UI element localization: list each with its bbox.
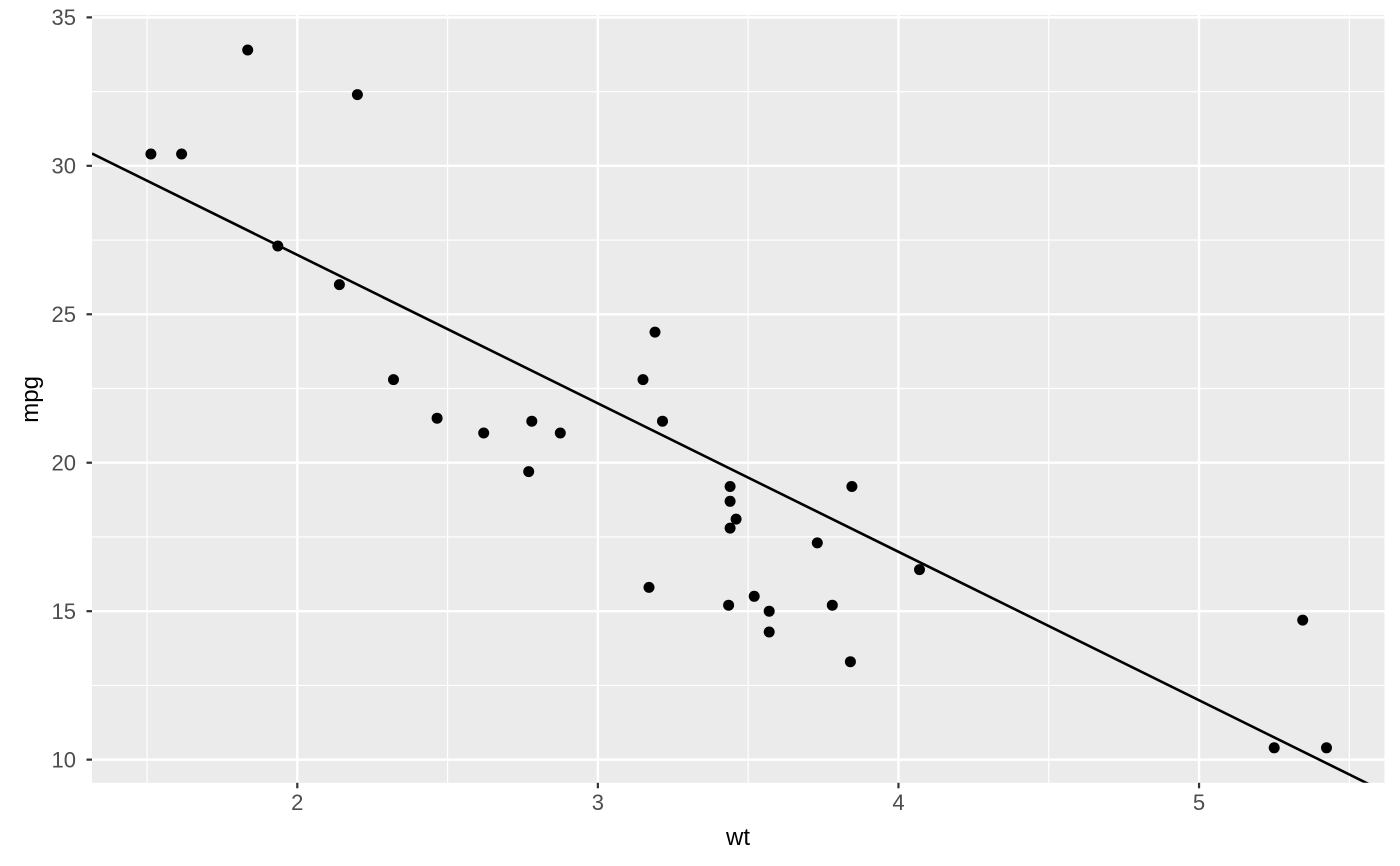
x-axis-title: wt <box>726 824 750 851</box>
data-point <box>724 481 736 492</box>
y-tick-label: 25 <box>52 302 76 327</box>
data-point <box>1297 614 1309 626</box>
x-tick-label: 5 <box>1193 790 1205 815</box>
data-point <box>637 374 649 386</box>
y-tick-label: 10 <box>52 747 76 772</box>
data-point <box>351 89 363 101</box>
data-point <box>914 564 925 576</box>
data-point <box>145 148 157 160</box>
data-point <box>333 279 345 291</box>
data-point <box>1321 742 1332 754</box>
data-point <box>176 148 188 160</box>
x-tick-label: 2 <box>291 790 303 815</box>
data-point <box>643 581 655 593</box>
data-point <box>431 412 443 424</box>
x-tick-label: 3 <box>592 790 604 815</box>
data-point <box>554 427 566 439</box>
y-axis-title-container: mpg <box>14 15 48 783</box>
trend-line <box>92 152 1370 783</box>
y-tick-label: 35 <box>52 5 76 30</box>
data-point <box>811 537 823 549</box>
data-point <box>272 240 284 252</box>
data-point <box>478 427 490 439</box>
data-point <box>826 599 838 611</box>
data-point <box>730 513 742 525</box>
data-point <box>242 44 254 56</box>
y-tick-label: 30 <box>52 154 76 179</box>
data-point <box>724 522 736 534</box>
y-axis-title: mpg <box>17 375 44 423</box>
panel-background <box>92 15 1385 783</box>
data-point <box>723 599 735 611</box>
data-point <box>657 415 668 427</box>
data-point <box>523 466 535 478</box>
y-tick-label: 20 <box>52 450 76 475</box>
x-tick-label: 4 <box>892 790 904 815</box>
data-point <box>763 626 775 638</box>
data-point <box>846 481 858 492</box>
data-point <box>1268 742 1280 754</box>
data-point <box>526 415 538 427</box>
y-tick-label: 15 <box>52 599 76 624</box>
data-point <box>649 326 661 338</box>
data-point <box>388 374 399 386</box>
data-point <box>748 590 760 602</box>
data-point <box>844 656 856 668</box>
data-point <box>724 495 736 507</box>
data-point <box>763 605 775 617</box>
